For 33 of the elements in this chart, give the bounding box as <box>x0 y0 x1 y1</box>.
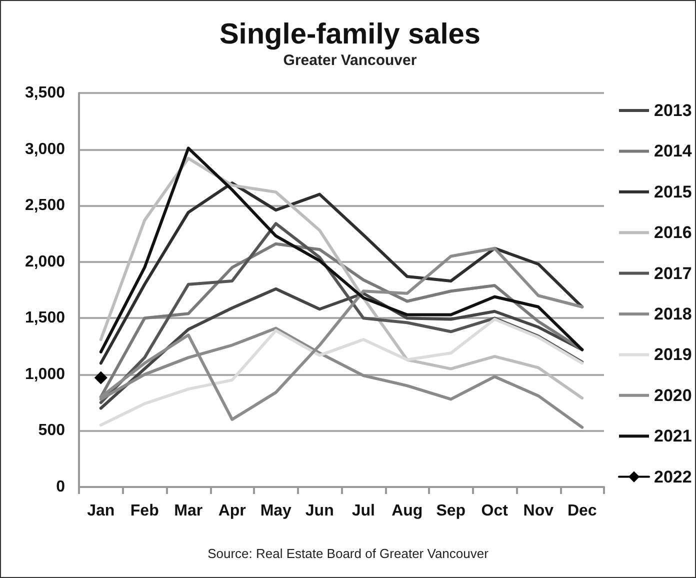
legend-label: 2013 <box>654 101 692 120</box>
y-tick-label: 1,500 <box>24 310 66 327</box>
legend-label: 2016 <box>654 223 692 242</box>
legend-label: 2015 <box>654 182 692 202</box>
legend-label: 2022 <box>654 467 692 486</box>
legend-label: 2018 <box>654 304 692 324</box>
y-tick-label: 3,000 <box>24 140 66 158</box>
y-tick-label: 0 <box>56 478 66 496</box>
x-tick-label: Mar <box>174 502 203 520</box>
y-tick-label: 3,500 <box>24 84 66 102</box>
x-tick-label: May <box>260 502 292 520</box>
legend-label: 2021 <box>654 426 692 446</box>
chart-subtitle: Greater Vancouver <box>283 52 417 69</box>
y-tick-label: 2,000 <box>24 253 66 270</box>
x-tick-label: Nov <box>523 502 554 520</box>
x-tick-label: Sep <box>436 502 466 520</box>
chart-title: Single-family sales <box>219 18 481 50</box>
x-tick-label: Jan <box>87 502 115 520</box>
legend-label: 2017 <box>654 264 692 283</box>
x-tick-label: Dec <box>567 502 597 520</box>
legend-label: 2020 <box>654 386 692 405</box>
x-tick-label: Feb <box>130 502 160 520</box>
y-tick-label: 2,500 <box>24 197 66 214</box>
y-tick-label: 1,000 <box>24 366 66 383</box>
x-tick-label: Oct <box>481 502 509 520</box>
legend-label: 2019 <box>654 345 692 364</box>
x-tick-label: Apr <box>218 502 246 520</box>
source-note: Source: Real Estate Board of Greater Vancouver <box>208 546 490 561</box>
x-tick-label: Jun <box>305 502 334 520</box>
legend-label: 2014 <box>654 142 692 161</box>
y-tick-label: 500 <box>38 422 66 440</box>
x-tick-label: Jul <box>352 502 375 520</box>
x-tick-label: Aug <box>392 502 423 520</box>
